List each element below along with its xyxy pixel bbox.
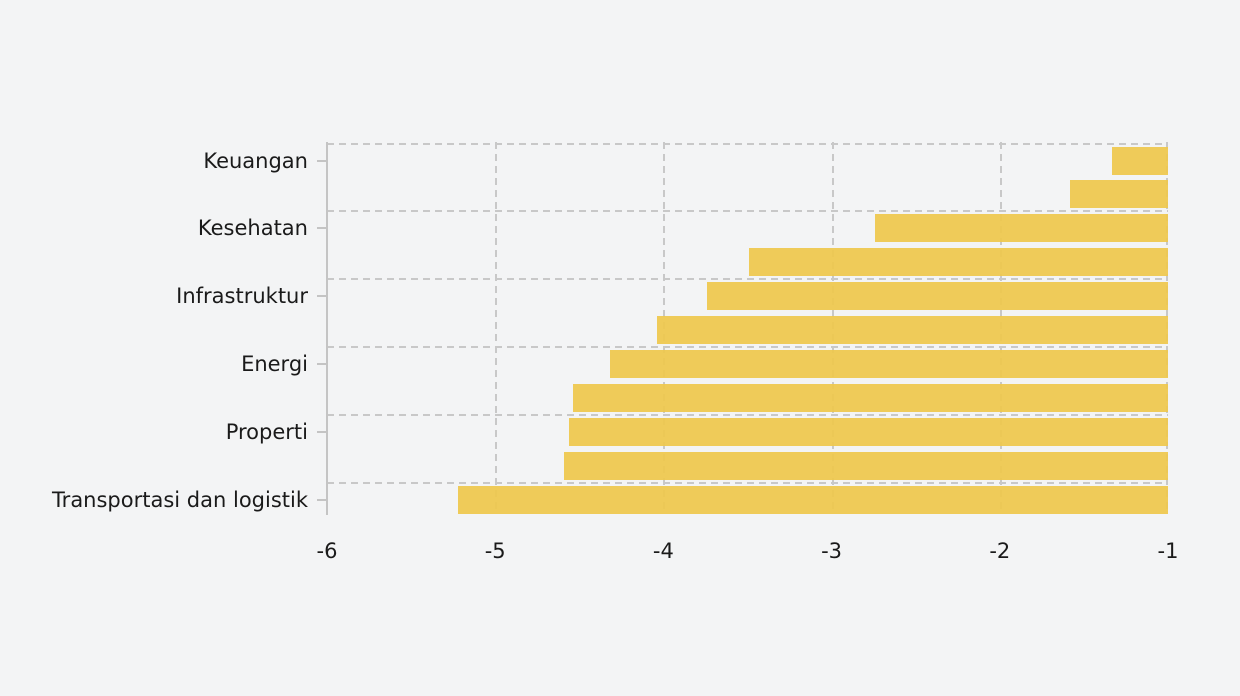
bar-infrastruktur xyxy=(707,282,1168,311)
y-axis-label: Transportasi dan logistik xyxy=(51,488,308,512)
x-axis-label: -6 xyxy=(316,539,338,563)
y-tick xyxy=(317,363,326,366)
x-axis-label: -5 xyxy=(484,539,506,563)
x-axis-label: -2 xyxy=(989,539,1011,563)
bar-unlabeled-1 xyxy=(1070,180,1168,209)
bar-unlabeled-5 xyxy=(656,316,1168,345)
y-tick xyxy=(317,431,326,434)
bar-kesehatan xyxy=(875,214,1168,243)
x-axis-label: -3 xyxy=(821,539,843,563)
bar-keuangan xyxy=(1112,146,1168,175)
x-axis-label: -1 xyxy=(1157,539,1179,563)
gridline-horizontal xyxy=(327,482,1168,484)
bar-properti xyxy=(569,418,1168,447)
y-tick xyxy=(317,499,326,501)
bar-unlabeled-3 xyxy=(749,248,1168,277)
bar-unlabeled-9 xyxy=(564,452,1168,481)
y-axis-label: Keuangan xyxy=(203,148,308,173)
gridline-horizontal xyxy=(327,346,1168,349)
y-tick xyxy=(317,227,326,230)
gridline-horizontal xyxy=(327,210,1168,213)
bar-transportasi-dan-logistik xyxy=(458,486,1168,514)
y-axis-line xyxy=(326,142,328,515)
y-axis-label: Energi xyxy=(241,352,308,377)
gridline-horizontal xyxy=(327,278,1168,281)
bar-energi xyxy=(609,350,1168,379)
gridline-horizontal xyxy=(327,142,1168,145)
plot-area xyxy=(317,140,1168,515)
y-axis-label: Properti xyxy=(225,420,308,445)
y-tick xyxy=(317,159,326,162)
gridline-vertical xyxy=(495,142,498,513)
gridline-horizontal xyxy=(327,414,1168,417)
y-axis-label: Infrastruktur xyxy=(176,284,308,309)
bar-unlabeled-7 xyxy=(572,384,1168,413)
y-axis-label: Kesehatan xyxy=(197,216,308,241)
y-tick xyxy=(317,295,326,298)
x-axis-label: -4 xyxy=(652,539,674,563)
